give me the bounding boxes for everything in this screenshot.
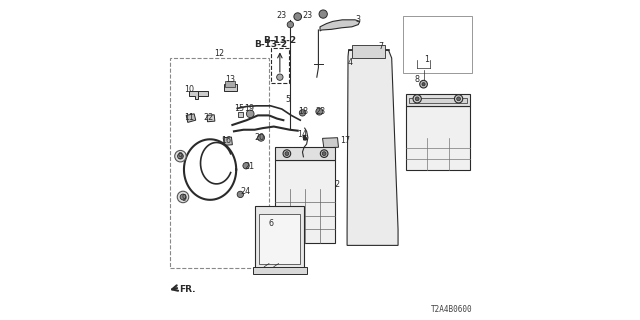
Bar — [406, 106, 470, 170]
Text: 5: 5 — [285, 95, 290, 104]
Circle shape — [177, 191, 189, 203]
Circle shape — [246, 110, 254, 118]
Text: 17: 17 — [340, 136, 351, 145]
Text: 18: 18 — [298, 107, 308, 116]
Bar — [225, 81, 236, 87]
Circle shape — [243, 163, 249, 169]
Text: 2: 2 — [334, 180, 339, 189]
Text: 11: 11 — [184, 114, 194, 123]
Polygon shape — [189, 91, 198, 99]
Polygon shape — [223, 137, 232, 145]
Text: 6: 6 — [268, 219, 273, 228]
Text: 20: 20 — [255, 132, 264, 141]
Circle shape — [287, 21, 294, 28]
Text: 1: 1 — [424, 55, 429, 64]
Text: 9: 9 — [181, 194, 186, 203]
Circle shape — [177, 153, 183, 159]
Bar — [275, 147, 335, 160]
Text: 9: 9 — [177, 152, 182, 161]
Circle shape — [320, 150, 328, 157]
Bar — [271, 48, 289, 83]
Text: FR.: FR. — [179, 284, 195, 293]
Bar — [352, 45, 385, 58]
Circle shape — [180, 194, 186, 200]
Bar — [253, 267, 307, 274]
Circle shape — [413, 95, 421, 103]
Polygon shape — [224, 84, 237, 92]
Circle shape — [285, 152, 289, 156]
Circle shape — [294, 13, 301, 20]
Polygon shape — [207, 115, 215, 122]
Text: 12: 12 — [214, 49, 224, 58]
Text: 19: 19 — [244, 104, 255, 113]
Circle shape — [276, 74, 283, 80]
Polygon shape — [238, 112, 243, 117]
Bar — [403, 16, 472, 73]
Circle shape — [300, 110, 306, 116]
Circle shape — [316, 108, 323, 115]
Text: 16: 16 — [221, 136, 231, 145]
Text: 7: 7 — [378, 42, 383, 52]
Text: B-13-2: B-13-2 — [263, 36, 296, 45]
Bar — [170, 58, 269, 268]
Circle shape — [283, 150, 291, 157]
Text: 24: 24 — [241, 188, 250, 196]
Polygon shape — [320, 20, 360, 31]
Text: B-13-2: B-13-2 — [254, 40, 287, 49]
Circle shape — [415, 97, 419, 101]
Text: 8: 8 — [415, 75, 420, 84]
Circle shape — [175, 150, 186, 162]
Text: 10: 10 — [184, 85, 195, 94]
Text: 4: 4 — [347, 58, 352, 67]
Bar — [275, 160, 335, 243]
Text: 23: 23 — [316, 107, 326, 116]
Circle shape — [457, 97, 461, 101]
Bar — [409, 98, 467, 103]
Circle shape — [420, 80, 428, 88]
Text: 15: 15 — [234, 104, 244, 113]
Circle shape — [257, 134, 264, 141]
Text: 3: 3 — [356, 15, 361, 24]
Polygon shape — [347, 50, 398, 245]
Text: 13: 13 — [225, 75, 235, 84]
Bar — [255, 206, 304, 268]
Polygon shape — [323, 138, 339, 148]
Circle shape — [237, 191, 244, 197]
Text: T2A4B0600: T2A4B0600 — [431, 305, 473, 314]
Circle shape — [319, 10, 327, 18]
Polygon shape — [198, 91, 208, 96]
Circle shape — [322, 152, 326, 156]
Bar — [406, 94, 470, 106]
Text: 22: 22 — [204, 114, 214, 123]
Text: 23: 23 — [302, 11, 312, 20]
Bar — [259, 214, 300, 264]
Polygon shape — [186, 114, 196, 123]
Text: 21: 21 — [244, 162, 254, 171]
Circle shape — [454, 95, 463, 103]
Text: 14: 14 — [297, 130, 307, 139]
Text: 23: 23 — [276, 11, 287, 20]
Circle shape — [422, 83, 425, 86]
